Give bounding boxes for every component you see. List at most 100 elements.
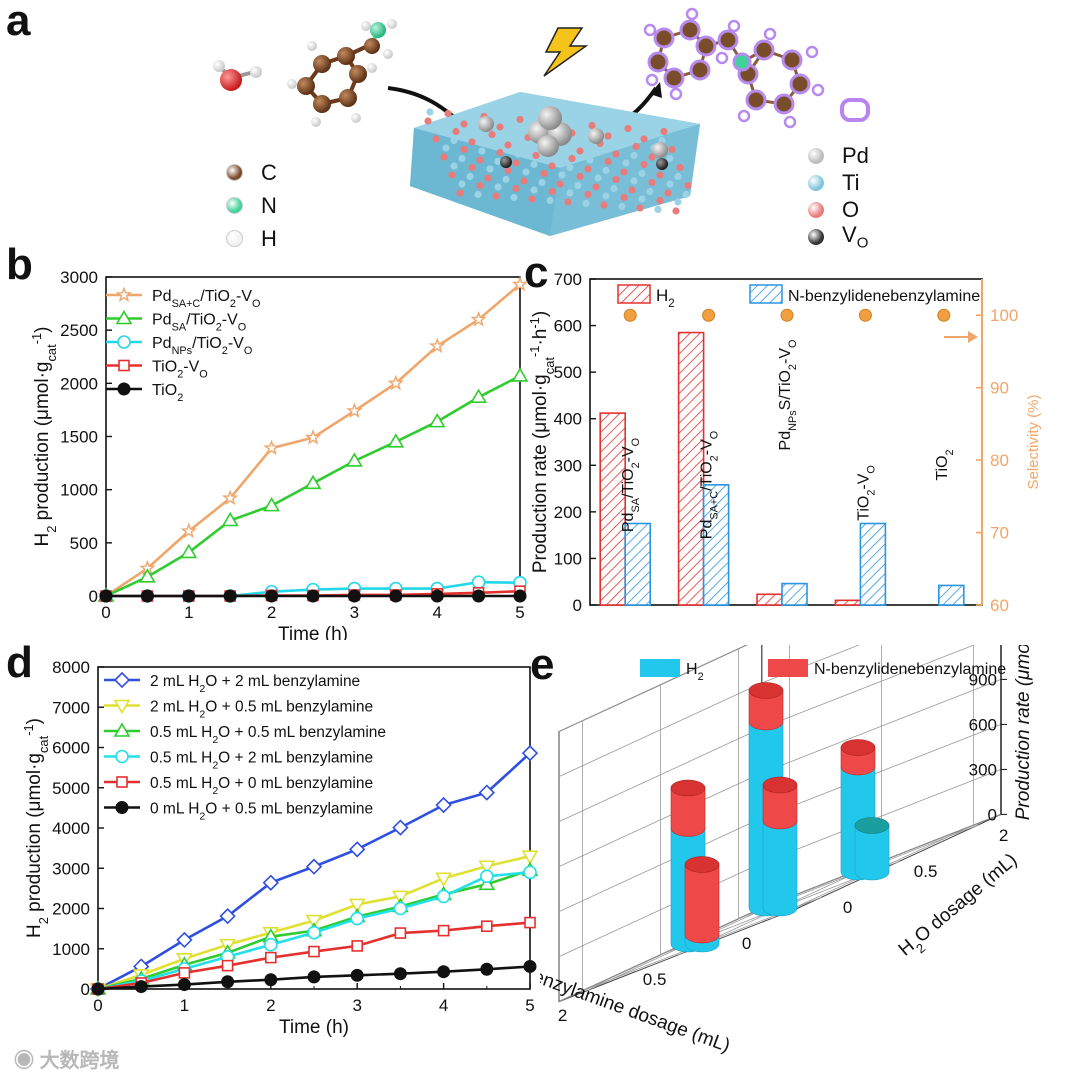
element-dot-icon <box>808 201 824 218</box>
slab-atom <box>604 132 612 140</box>
legend: PdSA+C/TiO2-VOPdSA/TiO2-VOPdNPs/TiO2-VOT… <box>106 286 260 404</box>
product-atom <box>689 59 711 81</box>
slab-atom <box>530 160 538 169</box>
product-atom <box>789 73 811 95</box>
slab-atom <box>506 132 514 140</box>
data-point <box>511 367 529 382</box>
data-point <box>470 310 487 327</box>
data-point <box>180 522 198 539</box>
element-label: VO <box>842 221 869 252</box>
selectivity-point <box>937 308 951 322</box>
legend-label: TiO2-VO <box>152 359 208 381</box>
slab-atom <box>486 165 494 173</box>
slab-atom <box>584 190 592 199</box>
category-label: PdSA+C/TiO2-VO <box>699 431 721 539</box>
y-tick-label: 100 <box>554 549 582 568</box>
slab-atom <box>666 180 674 188</box>
legend-label-nb: N-benzylidenebenzylamine <box>788 288 980 305</box>
slab-atom <box>522 168 530 176</box>
product-atom <box>647 51 669 73</box>
data-point <box>428 337 446 354</box>
product-atom <box>781 49 803 71</box>
slab-atom <box>556 180 564 188</box>
y-tick-label: 2500 <box>60 321 98 340</box>
x-tick-label: 4 <box>432 603 441 622</box>
series-0 <box>89 745 539 998</box>
z-tick-label: 300 <box>969 760 997 779</box>
product-h-atom <box>805 45 819 59</box>
slab-atom <box>660 127 668 136</box>
slab-atom <box>618 202 626 211</box>
slab-atom <box>466 172 474 181</box>
slab-atom <box>504 166 512 175</box>
legend-swatch-nb <box>749 284 783 304</box>
slab-atom <box>638 169 646 178</box>
slab-atom <box>576 147 584 155</box>
data-point <box>264 973 278 987</box>
y-tick-label: 200 <box>554 503 582 522</box>
legend-label: 2 mL H2O + 2 mL benzylamine <box>150 673 360 695</box>
legend-marker <box>113 699 131 715</box>
bar-group: PdSA+C/TiO2-VO <box>677 308 730 606</box>
slab-atom <box>440 153 448 161</box>
y-tick-label: 2000 <box>52 900 90 919</box>
slab-atom <box>476 156 484 164</box>
data-point <box>346 452 363 467</box>
slab-atom <box>558 171 566 179</box>
slab-atom <box>462 111 470 119</box>
slab-atom <box>594 174 602 182</box>
data-point <box>479 869 494 884</box>
hole-icon <box>840 98 870 122</box>
data-point <box>346 402 363 418</box>
slab-atom <box>516 115 524 124</box>
slab-atom <box>648 153 656 161</box>
watermark-icon: ◉⁠ <box>14 1050 34 1072</box>
data-point <box>140 589 154 603</box>
slab-atom <box>442 118 450 127</box>
legend-label: PdSA+C/TiO2-VO <box>152 288 260 310</box>
legend-elements-right: Pd Ti O VO <box>808 142 869 252</box>
slab-atom <box>592 183 600 191</box>
element-dot-icon <box>226 197 243 214</box>
slab-atom <box>584 165 592 173</box>
y-tick-label: 300 <box>554 456 582 475</box>
slab-atom <box>496 148 504 157</box>
data-point <box>176 931 193 949</box>
x-tick-label: 1 <box>184 603 193 622</box>
selectivity-point <box>858 308 872 322</box>
slab-atom <box>612 175 620 184</box>
product-atom <box>717 29 739 51</box>
legend: H2 N-benzylidenebenzylamine <box>640 659 1006 683</box>
slab-atom <box>576 172 584 181</box>
slab-atom <box>628 186 636 194</box>
slab-atom <box>664 189 672 197</box>
data-point <box>392 819 409 836</box>
element-dot-icon <box>226 230 243 247</box>
bar-h2 <box>762 820 798 917</box>
data-point <box>392 890 409 906</box>
series-5 <box>91 959 537 996</box>
slab-atom <box>566 163 574 172</box>
data-point <box>478 784 495 801</box>
slab-atom <box>520 177 528 185</box>
slab-atom <box>588 121 596 130</box>
y-tick-label: 1000 <box>52 940 90 959</box>
y2-tick-label: 80 <box>990 451 1009 470</box>
slab-atom <box>528 195 536 203</box>
slab-atom <box>630 151 638 160</box>
slab-atom <box>450 162 458 170</box>
data-point <box>428 413 446 428</box>
bar-nb <box>684 864 720 944</box>
slab-atom <box>474 190 482 199</box>
slab-atom <box>602 192 610 200</box>
bar-h2 <box>854 825 890 881</box>
data-point <box>480 920 493 933</box>
data-point <box>308 945 320 958</box>
slab-atom <box>470 129 478 137</box>
legend-left-item: N <box>226 189 277 222</box>
bar-h2 <box>599 412 626 606</box>
product-h-atom <box>737 109 751 123</box>
category-label: PdNPsS/TiO2-VO <box>777 340 799 451</box>
x-tick-label: 0 <box>101 603 110 622</box>
product-h-atom <box>685 7 699 21</box>
